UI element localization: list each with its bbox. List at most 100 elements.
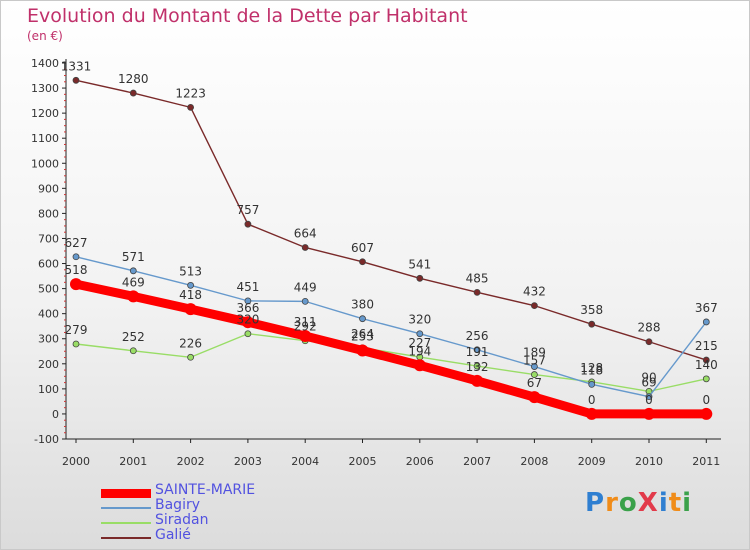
data-label: 432 — [523, 285, 546, 299]
legend-item: Galié — [101, 527, 321, 545]
legend-swatch — [101, 507, 151, 509]
data-label: 253 — [351, 330, 374, 344]
legend-label: Bagiry — [155, 497, 201, 513]
data-label: 67 — [527, 376, 542, 390]
x-tick-label: 2006 — [406, 455, 434, 468]
data-point — [359, 315, 366, 323]
data-label: 0 — [588, 393, 596, 407]
x-tick-label: 2000 — [62, 455, 90, 468]
data-point — [244, 297, 252, 305]
data-label: 664 — [294, 226, 317, 240]
legend-item: Siradan — [101, 512, 321, 530]
x-tick-label: 2008 — [520, 455, 548, 468]
logo-letter: i — [682, 488, 693, 518]
data-label: 380 — [351, 298, 374, 312]
data-label: 118 — [580, 363, 603, 377]
data-label: 320 — [408, 313, 431, 327]
data-point — [416, 274, 424, 282]
data-label: 627 — [65, 236, 88, 250]
data-label: 0 — [645, 393, 653, 407]
y-tick-label: 700 — [38, 232, 59, 245]
x-tick-label: 2002 — [177, 455, 205, 468]
data-point — [473, 288, 481, 296]
data-label: 418 — [179, 288, 202, 302]
data-point — [473, 362, 481, 370]
data-point — [531, 302, 538, 310]
x-tick-label: 2011 — [692, 455, 720, 468]
data-label: 252 — [122, 330, 145, 344]
logo-letter: X — [637, 488, 659, 518]
data-point — [72, 76, 80, 84]
data-label: 366 — [236, 301, 259, 315]
data-label: 132 — [466, 360, 489, 374]
data-label: 215 — [695, 339, 718, 353]
data-label: 157 — [523, 354, 546, 368]
y-tick-label: 300 — [38, 333, 59, 346]
data-label: 227 — [408, 336, 431, 350]
legend: SAINTE-MARIE Bagiry Siradan Galié — [101, 482, 321, 545]
y-tick-label: 100 — [38, 383, 59, 396]
data-label: 1223 — [175, 86, 206, 100]
data-point — [702, 375, 710, 383]
data-label: 189 — [523, 346, 546, 360]
data-point — [129, 89, 137, 97]
data-point — [72, 340, 80, 348]
data-point — [471, 374, 484, 387]
data-point — [645, 338, 653, 346]
data-label: 194 — [408, 344, 431, 358]
data-label: 607 — [351, 241, 374, 255]
data-label: 513 — [179, 264, 202, 278]
y-tick-label: 400 — [38, 308, 59, 321]
x-tick-label: 2005 — [349, 455, 377, 468]
data-label: 264 — [351, 327, 374, 341]
data-point — [184, 303, 197, 316]
legend-item: Bagiry — [101, 497, 321, 515]
data-point — [700, 407, 713, 420]
data-label: 256 — [466, 329, 489, 343]
legend-swatch — [101, 537, 151, 539]
logo-letter: t — [668, 488, 683, 518]
data-point — [643, 407, 655, 420]
y-tick-label: 800 — [38, 207, 59, 220]
y-tick-label: 600 — [38, 258, 59, 271]
data-point — [588, 380, 596, 388]
data-label: 69 — [641, 376, 656, 390]
unit-label: (en €) — [27, 29, 63, 43]
data-point — [187, 353, 195, 361]
data-point — [588, 320, 596, 328]
data-label: 1331 — [61, 59, 92, 73]
data-label: 571 — [122, 250, 145, 264]
x-tick-label: 2004 — [291, 455, 319, 468]
data-point — [531, 363, 538, 370]
logo-letter: o — [618, 488, 638, 518]
data-point — [359, 258, 366, 266]
series-line-bagiry — [75, 256, 707, 398]
legend-swatch — [101, 522, 151, 524]
data-label: 449 — [294, 280, 317, 294]
data-label: 292 — [294, 320, 317, 334]
data-point — [413, 359, 426, 372]
data-point — [702, 318, 710, 326]
data-point — [473, 346, 481, 354]
y-tick-label: 1100 — [31, 132, 59, 145]
data-point — [301, 244, 309, 251]
y-tick-label: 1300 — [31, 82, 59, 95]
data-point — [301, 297, 309, 305]
y-tick-label: 1200 — [31, 107, 59, 120]
data-label: 541 — [408, 257, 431, 271]
data-label: 367 — [695, 301, 718, 315]
data-point — [528, 391, 541, 404]
y-tick-label: 1000 — [31, 157, 59, 170]
x-tick-label: 2001 — [119, 455, 147, 468]
data-label: 279 — [65, 323, 88, 337]
data-point — [187, 103, 195, 111]
data-point — [241, 316, 254, 329]
data-point — [356, 344, 369, 357]
proxiti-logo: ProXiti — [585, 488, 692, 518]
x-tick-label: 2009 — [578, 455, 606, 468]
y-tick-label: 1400 — [31, 57, 59, 70]
data-label: 226 — [179, 336, 202, 350]
data-point — [299, 329, 312, 342]
